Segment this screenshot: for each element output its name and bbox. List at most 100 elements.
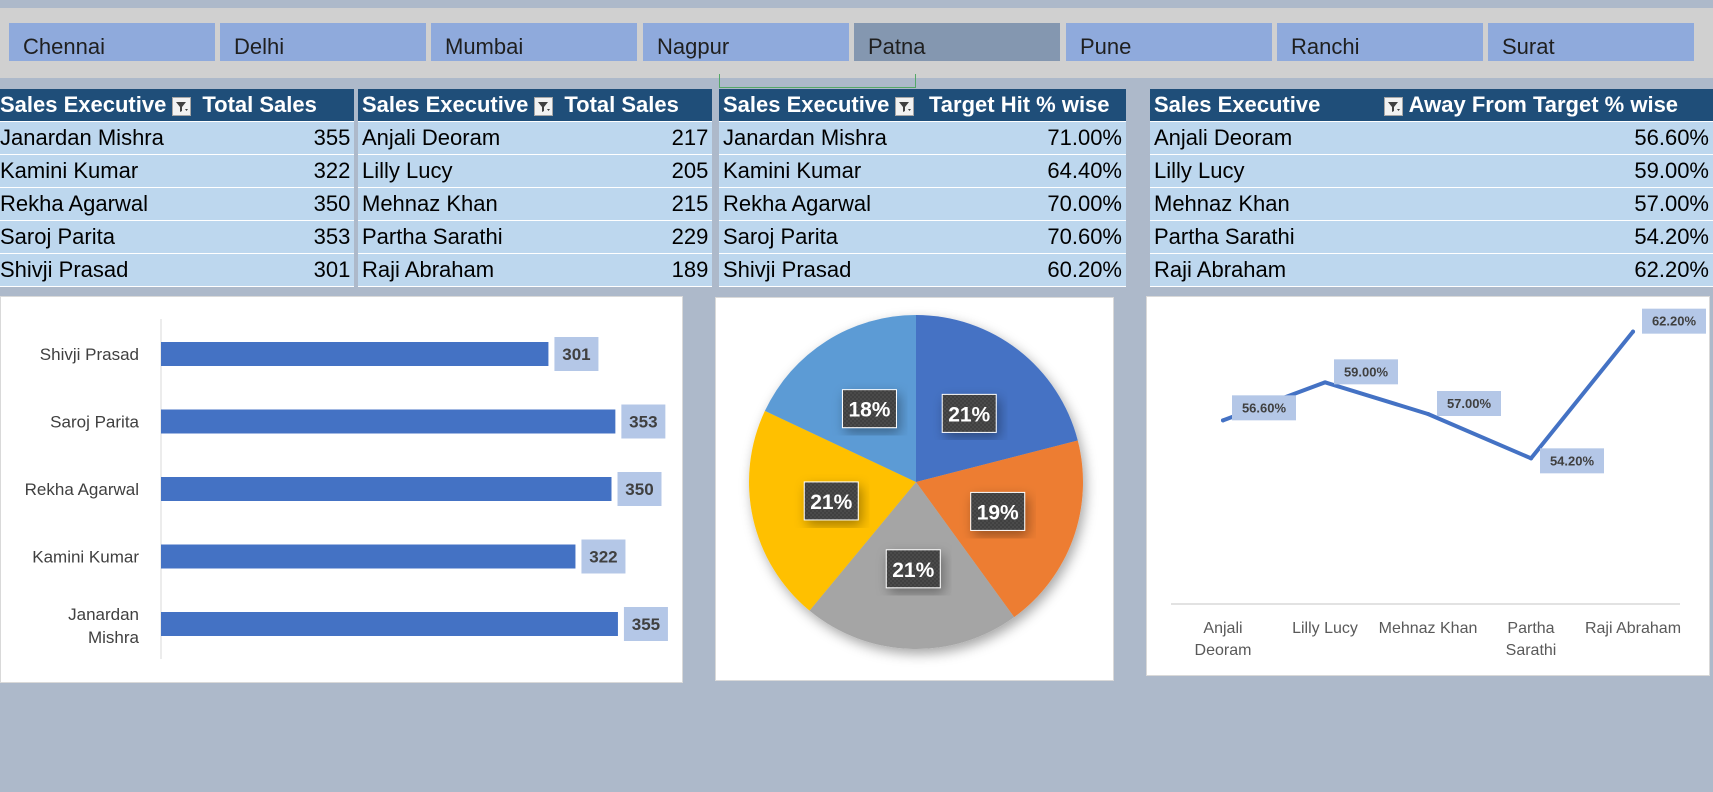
value-cell[interactable]: 301	[198, 253, 355, 287]
pie-slice[interactable]	[916, 315, 1078, 482]
filter-dropdown-icon[interactable]	[534, 96, 554, 116]
sales-executive-cell[interactable]: Saroj Parita	[0, 220, 199, 254]
slicer-item-mumbai[interactable]: Mumbai	[431, 23, 637, 61]
sales-executive-cell[interactable]: Rekha Agarwal	[0, 187, 199, 221]
header-label: Target Hit % wise	[929, 92, 1110, 117]
sales-executive-cell[interactable]: Rekha Agarwal	[719, 187, 925, 221]
value-cell[interactable]: 57.00%	[1379, 187, 1713, 221]
value-cell[interactable]: 215	[560, 187, 713, 221]
pie-data-label: 21%	[885, 549, 941, 589]
table-row[interactable]: Raji Abraham 62.20%	[1150, 253, 1713, 287]
value-cell[interactable]: 59.00%	[1379, 154, 1713, 188]
data-label: 322	[581, 539, 626, 574]
sales-executive-cell[interactable]: Shivji Prasad	[0, 253, 199, 287]
column-header-value: Total Sales	[560, 89, 713, 122]
slicer-item-chennai[interactable]: Chennai	[9, 23, 215, 61]
table-row[interactable]: Shivji Prasad 60.20%	[719, 253, 1126, 287]
value-cell[interactable]: 70.00%	[925, 187, 1126, 221]
bar[interactable]	[161, 409, 616, 434]
table-row[interactable]: Mehnaz Khan 215	[358, 187, 713, 221]
pivot-table-2: Sales Executive Total Sales Anjali Deoram 2…	[358, 89, 713, 287]
value-cell[interactable]: 350	[198, 187, 355, 221]
sales-executive-cell[interactable]: Janardan Mishra	[0, 121, 199, 155]
header-label: Sales Executive	[0, 92, 167, 117]
value-cell[interactable]: 54.20%	[1379, 220, 1713, 254]
svg-text:322: 322	[589, 548, 617, 567]
data-point[interactable]	[1323, 380, 1327, 385]
sales-executive-cell[interactable]: Kamini Kumar	[719, 154, 925, 188]
value-cell[interactable]: 71.00%	[925, 121, 1126, 155]
target-hit-pie-chart[interactable]: 21% 19% 21% 21% 18%	[715, 297, 1114, 681]
sales-executive-cell[interactable]: Mehnaz Khan	[1150, 187, 1380, 221]
sales-executive-cell[interactable]: Partha Sarathi	[358, 220, 561, 254]
table-row[interactable]: Lilly Lucy 205	[358, 154, 713, 188]
table-row[interactable]: Partha Sarathi 229	[358, 220, 713, 254]
table-row[interactable]: Rekha Agarwal 70.00%	[719, 187, 1126, 221]
table-row[interactable]: Anjali Deoram 56.60%	[1150, 121, 1713, 155]
value-cell[interactable]: 62.20%	[1379, 253, 1713, 287]
bar[interactable]	[161, 544, 576, 569]
table-row[interactable]: Lilly Lucy 59.00%	[1150, 154, 1713, 188]
table-row[interactable]: Raji Abraham 189	[358, 253, 713, 287]
sales-executive-cell[interactable]: Raji Abraham	[358, 253, 561, 287]
value-cell[interactable]: 189	[560, 253, 713, 287]
sales-executive-cell[interactable]: Saroj Parita	[719, 220, 925, 254]
data-point[interactable]	[1221, 418, 1225, 423]
table-row[interactable]: Kamini Kumar 64.40%	[719, 154, 1126, 188]
sales-executive-cell[interactable]: Anjali Deoram	[1150, 121, 1380, 155]
sales-executive-cell[interactable]: Raji Abraham	[1150, 253, 1380, 287]
value-cell[interactable]: 322	[198, 154, 355, 188]
away-from-target-line-chart[interactable]: 56.60% Anjali Deoram 59.00% Lilly Lucy 57.00%…	[1146, 296, 1710, 676]
svg-text:62.20%: 62.20%	[1652, 314, 1697, 329]
table-row[interactable]: Rekha Agarwal 350	[0, 187, 355, 221]
data-point[interactable]	[1631, 329, 1635, 334]
filter-dropdown-icon[interactable]	[895, 96, 915, 116]
slicer-item-patna[interactable]: Patna	[854, 23, 1060, 61]
selected-cell-outline	[719, 74, 916, 88]
table-row[interactable]: Kamini Kumar 322	[0, 154, 355, 188]
header-row: Sales Executive Target Hit % wise	[719, 89, 1126, 122]
slicer-item-ranchi[interactable]: Ranchi	[1277, 23, 1483, 61]
table-row[interactable]: Janardan Mishra 355	[0, 121, 355, 155]
data-point[interactable]	[1529, 456, 1533, 461]
series-line[interactable]	[1221, 329, 1635, 461]
value-cell[interactable]: 60.20%	[925, 253, 1126, 287]
sales-executive-cell[interactable]: Shivji Prasad	[719, 253, 925, 287]
table-row[interactable]: Partha Sarathi 54.20%	[1150, 220, 1713, 254]
table-row[interactable]: Saroj Parita 353	[0, 220, 355, 254]
value-cell[interactable]: 64.40%	[925, 154, 1126, 188]
pie-slice[interactable]	[764, 315, 916, 482]
table-row[interactable]: Janardan Mishra 71.00%	[719, 121, 1126, 155]
table-row[interactable]: Anjali Deoram 217	[358, 121, 713, 155]
value-cell[interactable]: 355	[198, 121, 355, 155]
data-point[interactable]	[1426, 412, 1430, 416]
table-row[interactable]: Mehnaz Khan 57.00%	[1150, 187, 1713, 221]
sales-executive-cell[interactable]: Janardan Mishra	[719, 121, 925, 155]
category-tick-label: Rekha Agarwal	[25, 480, 139, 499]
sales-executive-cell[interactable]: Lilly Lucy	[358, 154, 561, 188]
filter-dropdown-icon[interactable]	[1383, 96, 1403, 116]
table-row[interactable]: Shivji Prasad 301	[0, 253, 355, 287]
bar[interactable]	[161, 612, 618, 636]
sales-executive-cell[interactable]: Partha Sarathi	[1150, 220, 1380, 254]
total-sales-bar-chart[interactable]: Shivji Prasad 301 Saroj Parita 353 Rekha Aga…	[0, 296, 683, 683]
slicer-item-nagpur[interactable]: Nagpur	[643, 23, 849, 61]
table-row[interactable]: Saroj Parita 70.60%	[719, 220, 1126, 254]
slicer-item-delhi[interactable]: Delhi	[220, 23, 426, 61]
value-cell[interactable]: 353	[198, 220, 355, 254]
value-cell[interactable]: 217	[560, 121, 713, 155]
sales-executive-cell[interactable]: Lilly Lucy	[1150, 154, 1380, 188]
value-cell[interactable]: 56.60%	[1379, 121, 1713, 155]
header-label: Sales Executive	[1154, 92, 1321, 117]
bar[interactable]	[161, 477, 612, 501]
value-cell[interactable]: 205	[560, 154, 713, 188]
filter-dropdown-icon[interactable]	[172, 96, 192, 116]
value-cell[interactable]: 70.60%	[925, 220, 1126, 254]
sales-executive-cell[interactable]: Anjali Deoram	[358, 121, 561, 155]
slicer-item-pune[interactable]: Pune	[1066, 23, 1272, 61]
slicer-item-surat[interactable]: Surat	[1488, 23, 1694, 61]
value-cell[interactable]: 229	[560, 220, 713, 254]
sales-executive-cell[interactable]: Kamini Kumar	[0, 154, 199, 188]
bar[interactable]	[161, 342, 549, 366]
sales-executive-cell[interactable]: Mehnaz Khan	[358, 187, 561, 221]
